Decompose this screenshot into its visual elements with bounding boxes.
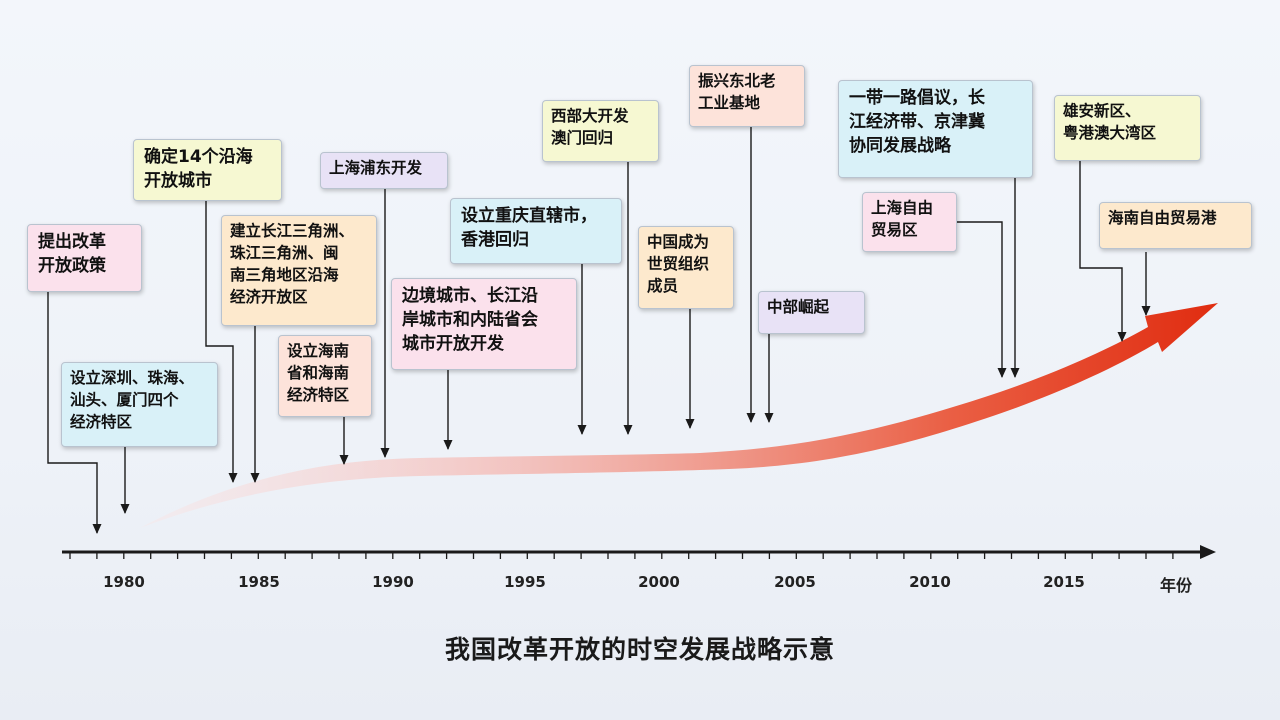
connector-xiongan-gba (1079, 161, 1127, 342)
tick-label-2005: 2005 (774, 573, 816, 591)
event-box-belt-road: 一带一路倡议，长 江经济带、京津冀 协同发展战略 (838, 80, 1033, 178)
diagram-title: 我国改革开放的时空发展战略示意 (444, 635, 835, 664)
connector-14-coastal (205, 201, 238, 483)
axis-minor-ticks (69, 552, 1174, 559)
event-box-xiongan-gba: 雄安新区、 粤港澳大湾区 (1054, 95, 1201, 161)
tick-label-2000: 2000 (638, 573, 680, 591)
tick-label-1985: 1985 (238, 573, 280, 591)
tick-label-1980: 1980 (103, 573, 145, 591)
event-box-chongqing-hk: 设立重庆直辖市， 香港回归 (450, 198, 622, 264)
event-box-northeast: 振兴东北老 工业基地 (689, 65, 805, 127)
tick-label-2015: 2015 (1043, 573, 1085, 591)
event-box-four-sez: 设立深圳、珠海、 汕头、厦门四个 经济特区 (61, 362, 218, 447)
connector-shanghai-ftz (957, 221, 1007, 378)
timeline-axis (62, 545, 1216, 559)
event-box-hainan-province: 设立海南 省和海南 经济特区 (278, 335, 372, 417)
trend-arrow-body (140, 303, 1218, 528)
event-box-border-cities: 边境城市、长江沿 岸城市和内陆省会 城市开放开发 (391, 278, 577, 370)
tick-label-1990: 1990 (372, 573, 414, 591)
event-box-hainan-ftp: 海南自由贸易港 (1099, 202, 1252, 249)
event-connectors (47, 127, 1151, 534)
tick-label-2010: 2010 (909, 573, 951, 591)
event-box-shanghai-ftz: 上海自由 贸易区 (862, 192, 957, 252)
event-box-pudong: 上海浦东开发 (320, 152, 448, 189)
axis-unit-label: 年份 (1160, 576, 1193, 595)
event-box-central-rise: 中部崛起 (758, 291, 865, 334)
event-box-west-macau: 西部大开发 澳门回归 (542, 100, 659, 162)
event-box-delta-zones: 建立长江三角洲、 珠江三角洲、闽 南三角地区沿海 经济开放区 (221, 215, 377, 326)
event-box-14-coastal: 确定14个沿海 开放城市 (133, 139, 282, 201)
tick-label-1995: 1995 (504, 573, 546, 591)
event-box-wto: 中国成为 世贸组织 成员 (638, 226, 734, 309)
connector-reform-policy (47, 292, 102, 534)
event-box-reform-policy: 提出改革 开放政策 (27, 224, 142, 292)
